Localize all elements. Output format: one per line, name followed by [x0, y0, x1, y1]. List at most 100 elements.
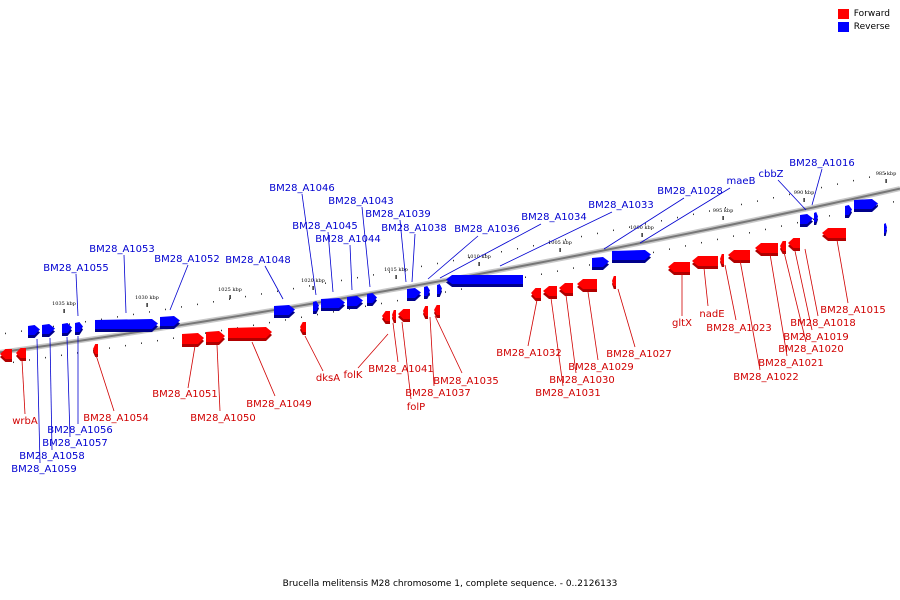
reverse-gene-arrow: [446, 275, 523, 287]
gene-label-leader: [739, 259, 761, 371]
gene-label-bm28-a1048: BM28_A1048: [225, 255, 291, 266]
gene-label-bm28-a1032: BM28_A1032: [496, 348, 562, 359]
forward-gene-arrow: [423, 306, 428, 319]
gene-label-bm28-a1055: BM28_A1055: [43, 263, 109, 274]
forward-gene-arrow-body: [182, 333, 204, 344]
minor-tick: [853, 179, 854, 182]
forward-gene-arrow: [398, 309, 410, 322]
forward-gene-arrow: [728, 250, 750, 263]
legend-reverse-label: Reverse: [853, 22, 890, 32]
gene-label-leader: [327, 231, 334, 293]
reverse-gene-arrow: [160, 316, 180, 329]
minor-tick: [645, 223, 646, 225]
kbp-tick-mark: [559, 248, 561, 252]
minor-tick: [549, 241, 550, 244]
minor-tick: [213, 301, 214, 303]
forward-gene-arrow: [692, 256, 718, 269]
reverse-gene-arrow: [367, 293, 377, 306]
minor-tick: [173, 337, 174, 339]
gene-label-bm28-a1020: BM28_A1020: [778, 344, 844, 355]
minor-tick: [45, 356, 46, 359]
forward-gene-arrow-body: [822, 228, 846, 238]
gene-label-leader: [703, 267, 709, 307]
minor-tick: [381, 302, 382, 305]
minor-tick: [93, 349, 94, 352]
minor-tick: [613, 229, 614, 232]
gene-label-leader: [777, 179, 807, 211]
forward-gene-arrow-body: [543, 286, 557, 296]
gene-label-bm28-a1016: BM28_A1016: [789, 158, 855, 169]
gene-arrows: [0, 199, 887, 362]
forward-gene-arrow-body: [788, 238, 800, 248]
minor-tick: [29, 359, 30, 361]
minor-tick: [125, 344, 126, 347]
forward-gene-arrow: [612, 276, 616, 289]
minor-tick: [141, 342, 142, 344]
gene-label-leader: [66, 336, 71, 438]
forward-gene-arrow-body: [720, 254, 724, 264]
gene-label-bm28-a1041: BM28_A1041: [368, 364, 434, 375]
gene-label-leader: [434, 315, 463, 374]
gene-label-leader: [304, 335, 324, 372]
minor-tick: [885, 172, 886, 175]
gene-label-leader: [169, 264, 189, 311]
reverse-gene-arrow: [845, 205, 852, 218]
minor-tick: [389, 271, 390, 273]
reverse-gene-arrow-body: [407, 288, 421, 298]
gene-label-leader: [264, 265, 284, 300]
reverse-gene-arrow-body: [62, 323, 72, 333]
minor-tick: [533, 244, 534, 247]
kbp-tick-label: 1035 kbp: [52, 301, 76, 307]
reverse-gene-arrow-body: [367, 293, 377, 303]
kbp-tick-label: 1005 kbp: [548, 240, 572, 246]
minor-tick: [749, 232, 750, 234]
forward-gene-arrow-body: [577, 279, 597, 289]
minor-tick: [429, 294, 430, 296]
minor-tick: [109, 347, 110, 349]
gene-label-nade: nadE: [699, 309, 724, 320]
minor-tick: [485, 253, 486, 256]
reverse-gene-arrow-body: [592, 257, 609, 267]
forward-gene-arrow-body: [612, 276, 616, 286]
gene-label-folp: folP: [407, 402, 425, 413]
minor-tick: [53, 325, 54, 328]
reverse-gene-arrow: [62, 323, 72, 336]
gene-label-leader: [550, 297, 564, 387]
reverse-gene-arrow-body: [313, 301, 319, 311]
legend-reverse: Reverse: [837, 22, 890, 32]
gene-label-bm28-a1030: BM28_A1030: [549, 375, 615, 386]
minor-tick: [757, 200, 758, 202]
gene-label-leader: [499, 211, 613, 267]
minor-tick: [517, 247, 518, 250]
reverse-gene-arrow: [437, 284, 442, 297]
gene-label-leader: [603, 197, 685, 250]
minor-tick: [325, 282, 326, 284]
minor-tick: [573, 267, 574, 269]
minor-tick: [733, 235, 734, 237]
gene-label-bm28-a1045: BM28_A1045: [292, 221, 358, 232]
minor-tick: [245, 295, 246, 298]
minor-tick: [877, 204, 878, 207]
forward-gene-arrow: [720, 254, 724, 267]
gene-label-bm28-a1053: BM28_A1053: [89, 244, 155, 255]
minor-tick: [741, 203, 742, 206]
minor-tick: [437, 262, 438, 265]
minor-tick: [813, 218, 814, 221]
minor-tick: [773, 197, 774, 199]
gene-label-bm28-a1052: BM28_A1052: [154, 254, 220, 265]
gene-label-bm28-a1034: BM28_A1034: [521, 212, 587, 223]
forward-gene-arrow-body: [780, 241, 786, 251]
minor-tick: [461, 288, 462, 290]
gene-label-bm28-a1056: BM28_A1056: [47, 425, 113, 436]
map-caption: Brucella melitensis M28 chromosome 1, co…: [282, 579, 618, 589]
minor-tick: [629, 226, 630, 228]
gene-label-bm28-a1051: BM28_A1051: [152, 389, 218, 400]
minor-tick: [357, 276, 358, 279]
gene-label-leader: [794, 250, 813, 331]
forward-gene-arrow-body: [434, 305, 440, 315]
minor-tick: [837, 183, 838, 185]
minor-tick: [445, 291, 446, 293]
minor-tick: [317, 313, 318, 316]
